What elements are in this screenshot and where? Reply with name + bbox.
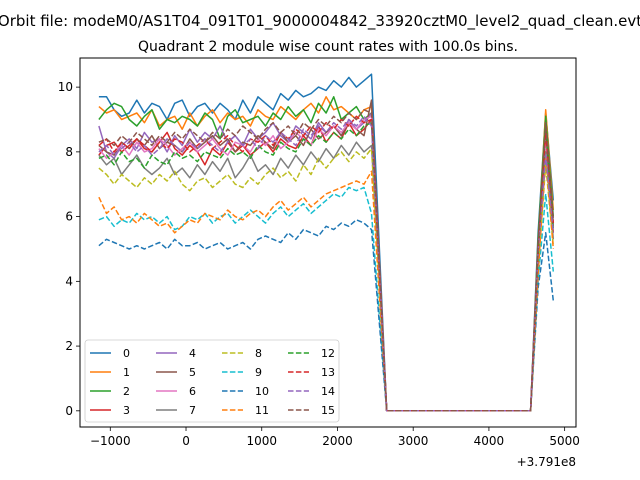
- plot-frame: [79, 57, 577, 428]
- series-layer: [98, 73, 555, 412]
- legend-label-14: 14: [321, 385, 335, 398]
- series-line-12: [98, 121, 555, 412]
- x-tick-label: 2000: [322, 434, 353, 448]
- x-tick-label: 1000: [246, 434, 277, 448]
- x-tick-label: 4000: [474, 434, 505, 448]
- x-axis-offset-label: +3.791e8: [517, 455, 576, 469]
- legend-label-8: 8: [255, 347, 262, 360]
- legend-label-5: 5: [189, 366, 196, 379]
- y-tick-label: 0: [65, 404, 73, 418]
- x-tick-label: 3000: [398, 434, 429, 448]
- legend-label-13: 13: [321, 366, 335, 379]
- legend-label-3: 3: [123, 404, 130, 417]
- legend-label-2: 2: [123, 385, 130, 398]
- legend-label-7: 7: [189, 404, 196, 417]
- legend-label-0: 0: [123, 347, 130, 360]
- legend-label-12: 12: [321, 347, 335, 360]
- chart-title: Quadrant 2 module wise count rates with …: [138, 39, 518, 55]
- legend-label-10: 10: [255, 385, 269, 398]
- x-tick-label: 0: [182, 434, 190, 448]
- series-line-10: [98, 219, 555, 412]
- y-tick-label: 4: [65, 274, 73, 288]
- y-axis: 0 2 4 6 8 10: [58, 80, 80, 418]
- y-tick-label: 8: [65, 145, 73, 159]
- x-tick-label: −1000: [90, 434, 131, 448]
- series-line-8: [98, 147, 555, 412]
- legend-label-6: 6: [189, 385, 196, 398]
- legend-label-11: 11: [255, 404, 269, 417]
- x-axis: −1000 0 1000 2000 3000 4000 5000: [90, 427, 580, 448]
- series-line-15: [98, 109, 555, 412]
- legend-label-1: 1: [123, 366, 130, 379]
- legend-label-9: 9: [255, 366, 262, 379]
- legend-box: [84, 339, 340, 423]
- legend-label-4: 4: [189, 347, 196, 360]
- figure-suptitle: Orbit file: modeM0/AS1T04_091T01_9000004…: [0, 12, 640, 31]
- legend-label-15: 15: [321, 404, 335, 417]
- x-tick-label: 5000: [549, 434, 580, 448]
- y-tick-label: 10: [58, 80, 73, 94]
- y-tick-label: 2: [65, 339, 73, 353]
- y-tick-label: 6: [65, 210, 73, 224]
